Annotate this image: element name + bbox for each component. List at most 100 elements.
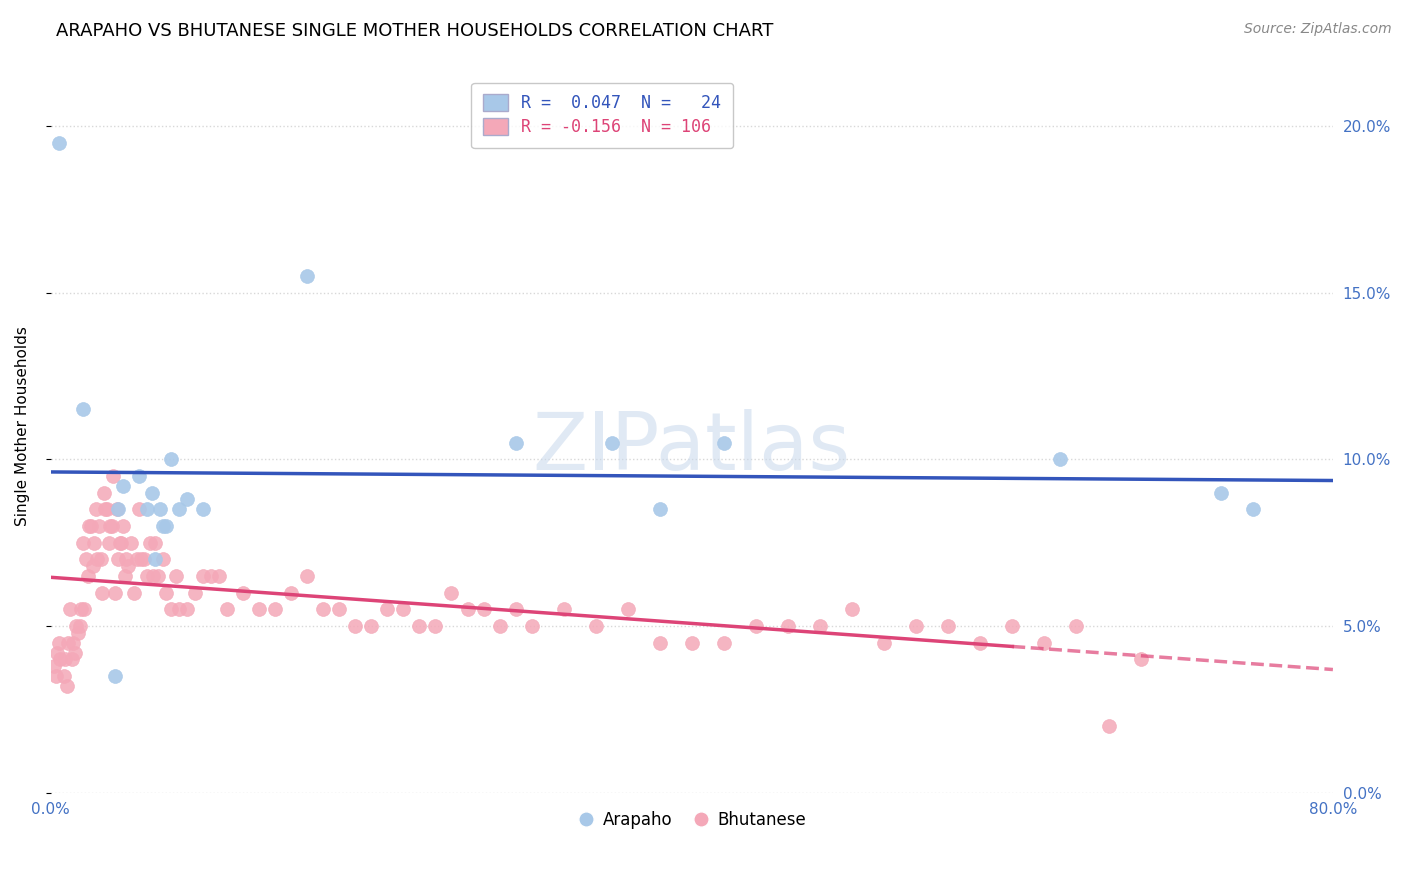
Point — [143, 552, 166, 566]
Point — [165, 569, 187, 583]
Point — [48, 136, 70, 150]
Point — [117, 559, 139, 574]
Point — [58, 636, 80, 650]
Point — [247, 602, 270, 616]
Point — [73, 602, 96, 616]
Point — [167, 602, 190, 616]
Point — [1033, 636, 1056, 650]
Point — [132, 552, 155, 566]
Point — [107, 502, 129, 516]
Point — [63, 646, 86, 660]
Point — [505, 435, 527, 450]
Point — [585, 619, 607, 633]
Point — [873, 636, 896, 650]
Text: Source: ZipAtlas.com: Source: ZipAtlas.com — [1244, 22, 1392, 37]
Point — [745, 619, 768, 633]
Point — [59, 602, 82, 616]
Point — [167, 502, 190, 516]
Point — [155, 519, 177, 533]
Point — [108, 535, 131, 549]
Point — [136, 569, 159, 583]
Point — [191, 569, 214, 583]
Point — [87, 519, 110, 533]
Point — [136, 502, 159, 516]
Point — [70, 602, 93, 616]
Point — [905, 619, 928, 633]
Point — [713, 636, 735, 650]
Point — [107, 552, 129, 566]
Point — [49, 652, 72, 666]
Point — [328, 602, 350, 616]
Point — [553, 602, 575, 616]
Point — [142, 569, 165, 583]
Point — [82, 559, 104, 574]
Point — [616, 602, 638, 616]
Point — [344, 619, 367, 633]
Point — [96, 502, 118, 516]
Point — [93, 485, 115, 500]
Point — [160, 602, 183, 616]
Point — [1066, 619, 1088, 633]
Point — [297, 569, 319, 583]
Point — [392, 602, 415, 616]
Point — [425, 619, 447, 633]
Point — [103, 469, 125, 483]
Point — [105, 502, 128, 516]
Point — [152, 519, 174, 533]
Point — [97, 535, 120, 549]
Legend: Arapaho, Bhutanese: Arapaho, Bhutanese — [571, 805, 813, 836]
Point — [86, 552, 108, 566]
Point — [648, 636, 671, 650]
Point — [280, 585, 302, 599]
Point — [841, 602, 863, 616]
Point — [1129, 652, 1152, 666]
Point — [472, 602, 495, 616]
Point — [89, 552, 111, 566]
Point — [111, 519, 134, 533]
Point — [457, 602, 479, 616]
Point — [75, 552, 97, 566]
Point — [1209, 485, 1232, 500]
Point — [936, 619, 959, 633]
Point — [45, 669, 67, 683]
Point — [104, 585, 127, 599]
Point — [139, 535, 162, 549]
Point — [776, 619, 799, 633]
Point — [80, 519, 103, 533]
Point — [160, 452, 183, 467]
Point — [72, 402, 94, 417]
Point — [200, 569, 222, 583]
Point — [1241, 502, 1264, 516]
Point — [297, 269, 319, 284]
Point — [67, 625, 90, 640]
Point — [129, 552, 152, 566]
Point — [681, 636, 703, 650]
Point — [360, 619, 382, 633]
Point — [46, 646, 69, 660]
Point — [176, 602, 198, 616]
Point — [969, 636, 991, 650]
Point — [191, 502, 214, 516]
Point — [713, 435, 735, 450]
Point — [264, 602, 287, 616]
Point — [48, 636, 70, 650]
Point — [488, 619, 510, 633]
Point — [600, 435, 623, 450]
Point — [72, 535, 94, 549]
Point — [408, 619, 430, 633]
Point — [808, 619, 831, 633]
Point — [648, 502, 671, 516]
Point — [143, 535, 166, 549]
Point — [53, 652, 76, 666]
Point — [127, 552, 149, 566]
Point — [120, 535, 142, 549]
Point — [79, 519, 101, 533]
Point — [114, 569, 136, 583]
Point — [115, 552, 138, 566]
Point — [60, 652, 83, 666]
Point — [104, 669, 127, 683]
Point — [149, 502, 172, 516]
Point — [1001, 619, 1024, 633]
Point — [128, 502, 150, 516]
Point — [141, 485, 163, 500]
